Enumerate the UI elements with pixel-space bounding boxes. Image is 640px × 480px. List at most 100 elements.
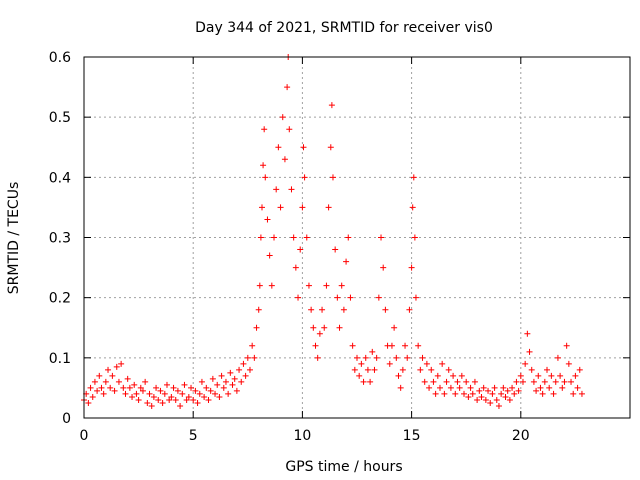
data-point xyxy=(467,384,474,391)
data-point xyxy=(334,294,341,301)
data-point xyxy=(367,378,374,385)
data-point xyxy=(476,387,483,394)
data-point xyxy=(111,387,118,394)
data-point xyxy=(172,396,179,403)
data-point xyxy=(218,372,225,379)
data-point xyxy=(548,372,555,379)
data-point xyxy=(129,393,136,400)
y-tick-label: 0.2 xyxy=(49,291,71,307)
data-point xyxy=(251,354,258,361)
y-tick-label: 0.6 xyxy=(49,50,71,66)
data-point xyxy=(157,387,164,394)
data-point xyxy=(391,324,398,331)
data-point xyxy=(246,366,253,373)
data-point xyxy=(511,390,518,397)
data-point xyxy=(423,360,430,367)
data-point xyxy=(439,360,446,367)
data-point xyxy=(253,324,260,331)
data-point xyxy=(188,384,195,391)
data-point xyxy=(299,204,306,211)
x-tick-label: 20 xyxy=(512,428,530,444)
data-point xyxy=(570,390,577,397)
data-point xyxy=(308,306,315,313)
data-point xyxy=(399,366,406,373)
data-point xyxy=(314,354,321,361)
data-point xyxy=(513,378,520,385)
data-point xyxy=(474,396,481,403)
data-point xyxy=(504,387,511,394)
data-point xyxy=(98,384,105,391)
data-point xyxy=(456,384,463,391)
data-point xyxy=(275,144,282,151)
x-tick-label: 15 xyxy=(403,428,421,444)
data-point xyxy=(382,306,389,313)
data-point xyxy=(441,390,448,397)
data-point xyxy=(292,264,299,271)
data-point xyxy=(371,366,378,373)
data-point xyxy=(463,378,470,385)
data-point xyxy=(126,384,133,391)
data-point xyxy=(362,354,369,361)
data-point xyxy=(509,384,516,391)
data-point xyxy=(209,375,216,382)
data-point xyxy=(565,360,572,367)
data-point xyxy=(430,378,437,385)
data-point xyxy=(144,399,151,406)
data-point xyxy=(336,324,343,331)
data-point xyxy=(321,324,328,331)
data-point xyxy=(408,264,415,271)
data-point xyxy=(153,384,160,391)
data-point xyxy=(159,399,166,406)
data-point xyxy=(146,390,153,397)
chart-title: Day 344 of 2021, SRMTID for receiver vis… xyxy=(195,20,493,36)
data-point xyxy=(222,378,229,385)
data-point xyxy=(343,258,350,265)
y-tick-label: 0.1 xyxy=(49,351,71,367)
data-point xyxy=(305,282,312,289)
data-point xyxy=(347,294,354,301)
data-point xyxy=(166,396,173,403)
data-point xyxy=(349,342,356,349)
data-point xyxy=(271,234,278,241)
data-point xyxy=(522,360,529,367)
grid xyxy=(84,57,630,418)
data-point xyxy=(212,390,219,397)
data-point xyxy=(395,372,402,379)
data-point xyxy=(419,354,426,361)
data-point xyxy=(500,384,507,391)
data-point xyxy=(327,144,334,151)
data-point xyxy=(300,144,307,151)
data-point xyxy=(137,384,144,391)
data-point xyxy=(124,375,131,382)
data-point xyxy=(452,390,459,397)
data-point xyxy=(369,348,376,355)
data-point xyxy=(284,84,291,91)
data-point xyxy=(345,234,352,241)
data-point xyxy=(447,384,454,391)
data-point xyxy=(421,378,428,385)
data-point xyxy=(148,402,155,409)
data-point xyxy=(458,372,465,379)
data-point xyxy=(487,399,494,406)
data-point xyxy=(325,204,332,211)
data-point xyxy=(273,186,280,193)
data-point xyxy=(225,390,232,397)
data-point xyxy=(432,390,439,397)
data-point xyxy=(177,402,184,409)
data-point xyxy=(227,369,234,376)
x-tick-label: 10 xyxy=(293,428,311,444)
data-point xyxy=(502,393,509,400)
data-point xyxy=(179,390,186,397)
data-point xyxy=(261,126,268,133)
data-point xyxy=(258,204,265,211)
data-point xyxy=(142,378,149,385)
data-point xyxy=(572,372,579,379)
data-point xyxy=(574,384,581,391)
data-point xyxy=(185,393,192,400)
data-point xyxy=(89,393,96,400)
data-point xyxy=(319,306,326,313)
data-point xyxy=(351,366,358,373)
data-point xyxy=(478,393,485,400)
data-point xyxy=(192,387,199,394)
data-point xyxy=(493,396,500,403)
